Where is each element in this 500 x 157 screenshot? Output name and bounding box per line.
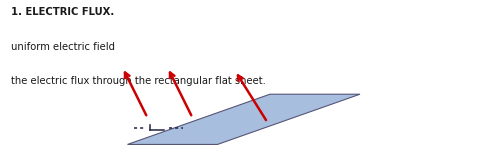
Text: uniform electric field: uniform electric field	[11, 42, 118, 52]
Polygon shape	[128, 94, 360, 144]
Text: 1. ELECTRIC FLUX.: 1. ELECTRIC FLUX.	[11, 7, 114, 17]
Text: the electric flux through the rectangular flat sheet.: the electric flux through the rectangula…	[11, 76, 266, 86]
